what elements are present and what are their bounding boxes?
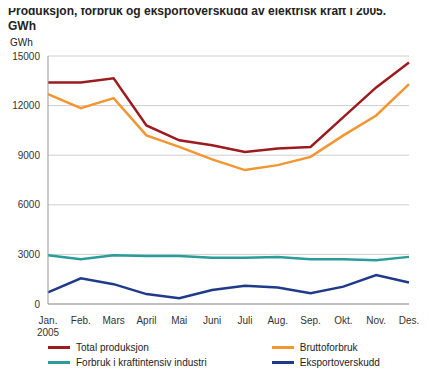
svg-text:Nov.: Nov. <box>366 315 386 326</box>
svg-text:2005: 2005 <box>37 327 60 338</box>
svg-text:0: 0 <box>34 299 40 310</box>
html-text:Eksportoverskudd: Eksportoverskudd <box>299 357 380 368</box>
svg-text:Okt.: Okt. <box>334 315 352 326</box>
svg-text:Mars: Mars <box>103 315 125 326</box>
svg-text:Juni: Juni <box>203 315 221 326</box>
svg-text:Jan.: Jan. <box>39 315 58 326</box>
html-text:Forbruk i kraftintensiv indust: Forbruk i kraftintensiv industri <box>76 357 207 368</box>
svg-text:15000: 15000 <box>12 51 40 62</box>
html-text:GWh: GWh <box>10 37 33 48</box>
svg-text:3000: 3000 <box>18 249 41 260</box>
html-text:Bruttoforbruk: Bruttoforbruk <box>299 342 358 353</box>
svg-text:Sep.: Sep. <box>300 315 321 326</box>
svg-text:6000: 6000 <box>18 199 41 210</box>
svg-text:Juli: Juli <box>237 315 252 326</box>
svg-text:Aug.: Aug. <box>267 315 288 326</box>
svg-text:April: April <box>136 315 156 326</box>
svg-text:Des.: Des. <box>399 315 420 326</box>
svg-text:12000: 12000 <box>12 100 40 111</box>
svg-text:Feb.: Feb. <box>71 315 91 326</box>
svg-text:Mai: Mai <box>171 315 187 326</box>
html-text:Produksjon, forbruk og eksport: Produksjon, forbruk og eksportoverskudd … <box>8 4 387 33</box>
html-text:Total produksjon: Total produksjon <box>76 342 149 353</box>
svg-text:9000: 9000 <box>18 150 41 161</box>
